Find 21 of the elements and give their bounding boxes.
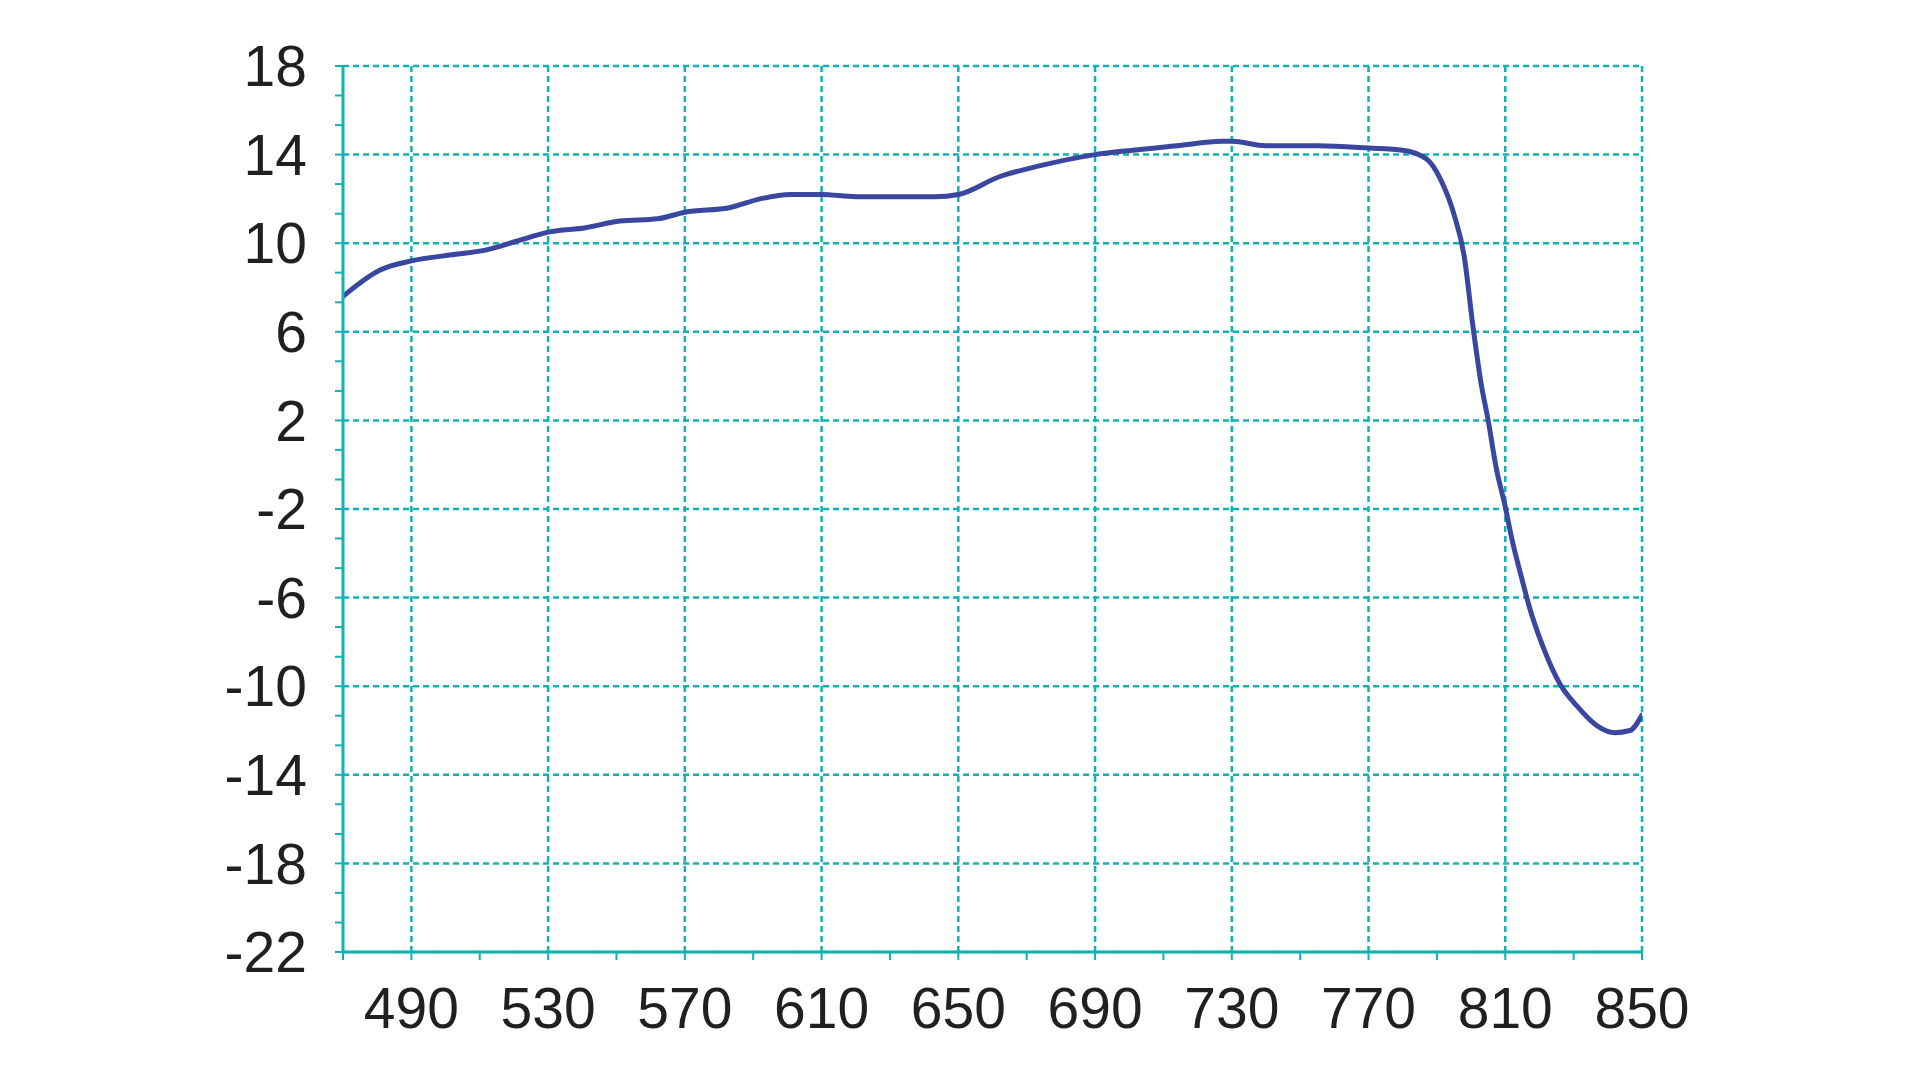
x-tick-label: 650 (910, 976, 1006, 1041)
y-tick-label: -14 (224, 743, 307, 808)
y-tick-label: -18 (224, 831, 307, 896)
x-tick-label: 850 (1594, 976, 1690, 1041)
y-tick-label: -22 (224, 920, 307, 985)
y-tick-label: -10 (224, 654, 307, 719)
x-tick-label: 770 (1320, 976, 1417, 1041)
y-tick-label: -2 (256, 477, 307, 542)
x-tick-label: 690 (1047, 976, 1143, 1041)
y-tick-label: 10 (243, 211, 307, 276)
y-tick-label: 18 (243, 34, 307, 99)
x-tick-label: 730 (1184, 976, 1280, 1041)
x-tick-label: 810 (1457, 976, 1553, 1041)
y-tick-label: 6 (275, 300, 307, 365)
y-tick-label: -6 (256, 565, 307, 630)
x-tick-label: 570 (637, 976, 733, 1041)
y-tick-label: 2 (275, 388, 307, 453)
y-tick-label: 14 (243, 122, 307, 187)
x-tick-label: 530 (500, 976, 596, 1041)
x-tick-label: 610 (774, 976, 870, 1041)
x-tick-label: 490 (363, 976, 459, 1041)
